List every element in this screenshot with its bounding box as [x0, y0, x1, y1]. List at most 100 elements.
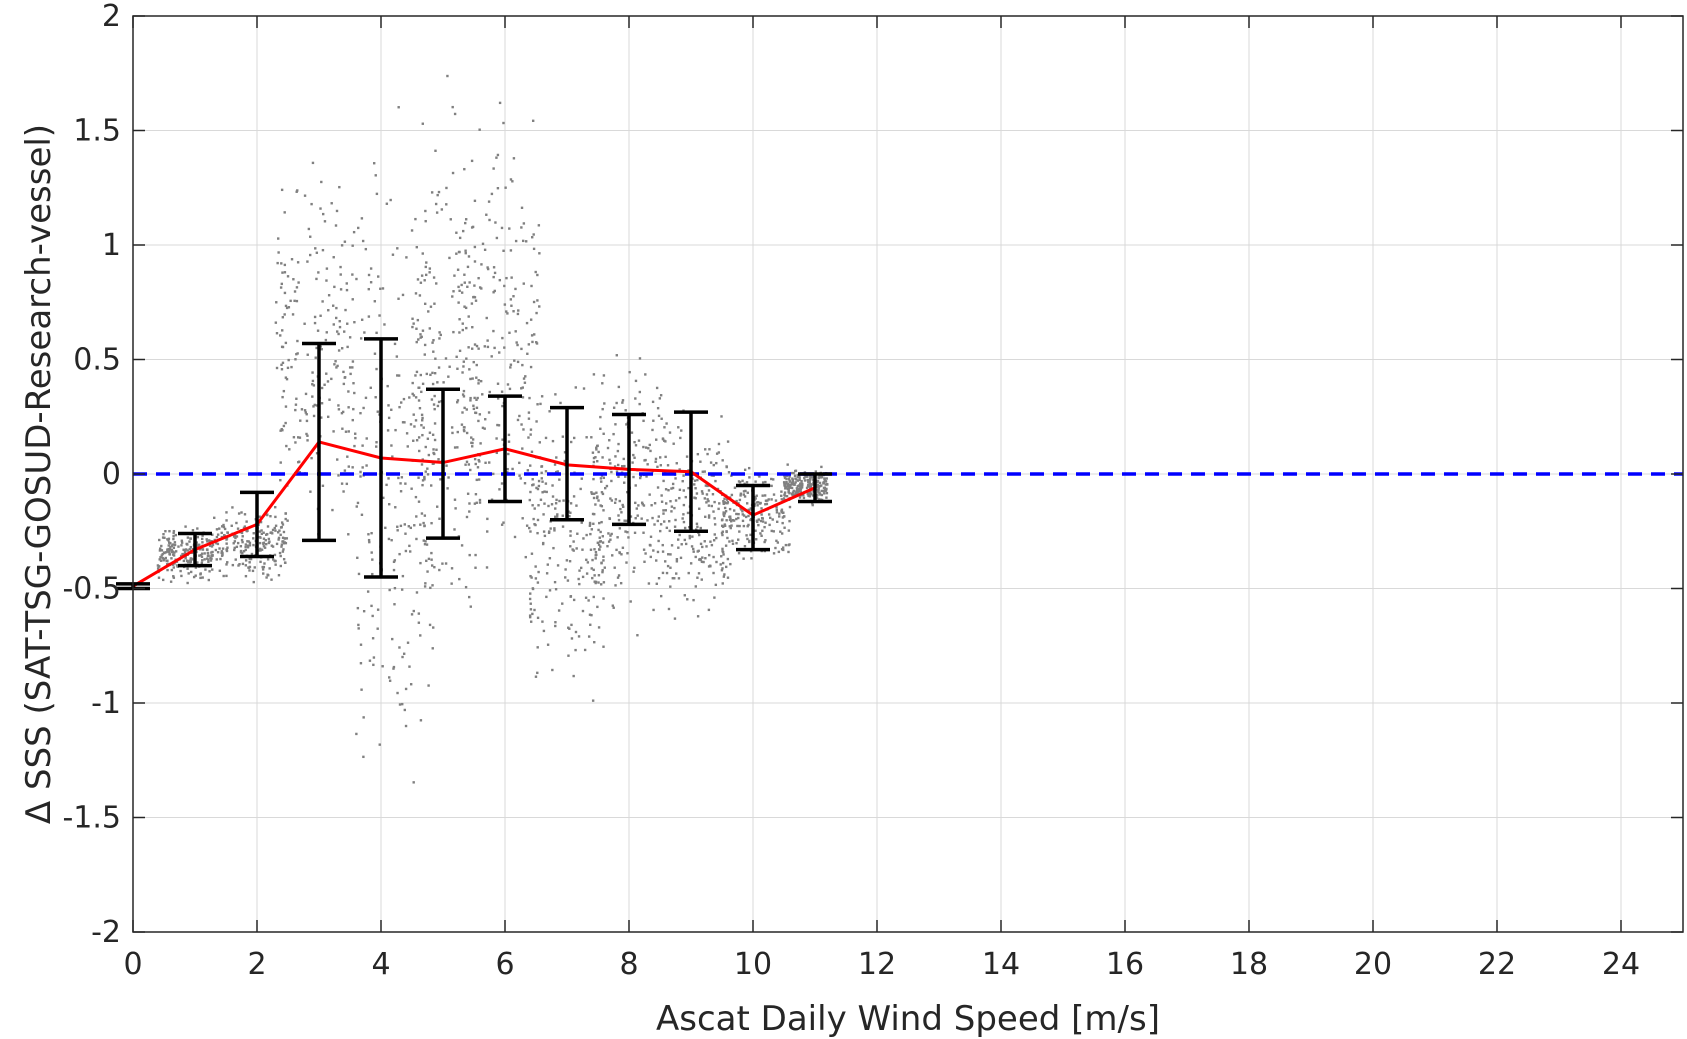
- scatter-point: [676, 538, 680, 541]
- scatter-point: [496, 397, 500, 400]
- scatter-point: [680, 429, 683, 432]
- scatter-point: [782, 497, 786, 500]
- scatter-point: [319, 207, 322, 210]
- scatter-point: [764, 480, 767, 484]
- scatter-point: [744, 515, 748, 519]
- scatter-point: [420, 413, 424, 417]
- scatter-point: [563, 451, 567, 454]
- scatter-point: [258, 530, 261, 533]
- scatter-point: [510, 304, 513, 307]
- scatter-point: [354, 436, 357, 440]
- scatter-point: [387, 404, 390, 407]
- scatter-point: [275, 542, 279, 546]
- scatter-point: [357, 226, 360, 230]
- scatter-point: [545, 572, 549, 575]
- scatter-point: [354, 432, 357, 435]
- scatter-point: [172, 576, 176, 579]
- scatter-point: [607, 532, 610, 535]
- scatter-point: [455, 252, 458, 255]
- scatter-point: [225, 511, 228, 514]
- error-bar: [426, 387, 460, 540]
- scatter-point: [307, 227, 311, 231]
- scatter-point: [610, 532, 613, 536]
- scatter-point: [767, 498, 770, 501]
- scatter-point: [536, 581, 540, 584]
- scatter-point: [721, 561, 725, 565]
- scatter-point: [498, 351, 501, 354]
- scatter-point: [168, 552, 171, 556]
- scatter-point: [589, 532, 592, 536]
- scatter-point: [558, 478, 561, 481]
- scatter-point: [347, 390, 350, 393]
- scatter-point: [243, 513, 247, 516]
- scatter-point: [815, 496, 819, 500]
- scatter-point: [341, 410, 345, 414]
- scatter-point: [455, 231, 458, 234]
- scatter-point: [296, 436, 300, 439]
- scatter-point: [599, 504, 602, 507]
- scatter-point: [456, 268, 460, 271]
- scatter-point: [631, 461, 634, 464]
- error-bar: [240, 490, 274, 559]
- scatter-point: [335, 330, 339, 333]
- scatter-point: [270, 544, 274, 547]
- scatter-point: [622, 505, 625, 508]
- scatter-point: [395, 355, 399, 358]
- scatter-point: [274, 524, 278, 527]
- scatter-point: [172, 546, 176, 549]
- scatter-point: [321, 484, 325, 487]
- scatter-point: [196, 561, 199, 564]
- scatter-point: [468, 510, 471, 513]
- scatter-point: [760, 513, 763, 516]
- scatter-point: [249, 557, 253, 561]
- scatter-point: [628, 370, 631, 374]
- scatter-point: [331, 304, 335, 307]
- scatter-point: [592, 456, 596, 460]
- scatter-point: [667, 553, 670, 556]
- scatter-point: [520, 226, 523, 229]
- scatter-point: [640, 517, 643, 520]
- scatter-point: [462, 389, 466, 393]
- scatter-point: [686, 598, 689, 601]
- scatter-point: [311, 371, 314, 374]
- scatter-point: [643, 459, 646, 462]
- scatter-point: [775, 511, 779, 514]
- scatter-point: [673, 577, 676, 580]
- scatter-point: [325, 372, 328, 375]
- scatter-point: [535, 486, 538, 490]
- scatter-point: [386, 384, 389, 388]
- scatter-point: [574, 386, 577, 389]
- scatter-point: [697, 572, 701, 575]
- scatter-point: [551, 439, 555, 443]
- scatter-point: [478, 413, 482, 416]
- scatter-point: [648, 493, 651, 496]
- scatter-point: [632, 475, 635, 479]
- scatter-point: [391, 637, 394, 641]
- scatter-point: [755, 494, 758, 497]
- scatter-point: [211, 568, 214, 571]
- scatter-point: [696, 525, 699, 528]
- scatter-point: [215, 528, 219, 531]
- scatter-point: [189, 537, 192, 540]
- scatter-point: [425, 543, 429, 546]
- scatter-point: [726, 536, 729, 540]
- scatter-point: [419, 719, 423, 722]
- scatter-point: [473, 284, 476, 287]
- scatter-point: [571, 548, 574, 551]
- scatter-point: [655, 559, 658, 562]
- scatter-point: [523, 482, 527, 485]
- scatter-point: [569, 511, 572, 514]
- scatter-point: [532, 247, 536, 251]
- scatter-point: [562, 499, 565, 502]
- scatter-point: [529, 464, 532, 467]
- scatter-point: [808, 480, 811, 483]
- scatter-point: [540, 395, 544, 398]
- scatter-point: [712, 571, 715, 575]
- scatter-point: [472, 404, 475, 407]
- scatter-point: [553, 580, 557, 584]
- scatter-point: [613, 465, 617, 468]
- scatter-point: [433, 372, 437, 375]
- scatter-point: [466, 265, 470, 269]
- scatter-point: [478, 501, 482, 504]
- scatter-point: [180, 544, 183, 547]
